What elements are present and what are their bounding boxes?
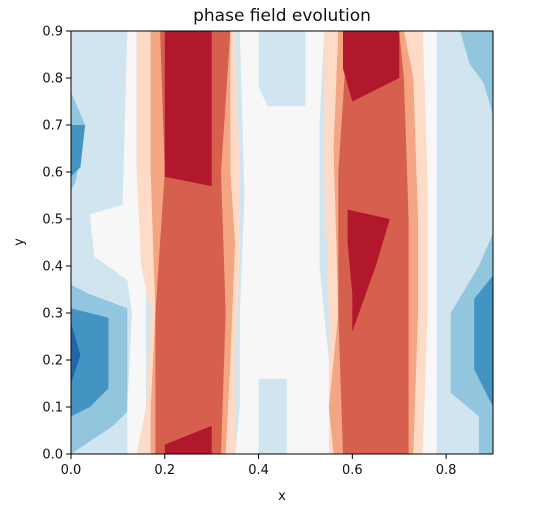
contour-region-5 [71,308,109,417]
x-axis-label: x [278,489,286,504]
x-tick-label: 0.8 [436,463,457,478]
contour-regions [71,31,493,454]
y-tick-label: 0.2 [42,354,63,369]
y-axis-label: y [12,238,27,246]
contour-region-7 [474,275,493,440]
contour-region-21 [164,425,212,454]
y-tick-label: 0.9 [42,25,63,40]
y-tick-label: 0.3 [42,307,63,322]
contour-region-19 [343,31,400,102]
x-tick-label: 0.0 [61,463,82,478]
contour-region-4 [460,31,493,116]
contour-region-6 [71,125,86,177]
plot-frame [70,30,494,455]
y-tick-label: 0.1 [42,401,63,416]
contour-region-18 [164,31,212,187]
y-tick-label: 0.8 [42,72,63,87]
x-axis: 0.0 0.2 0.4 0.6 0.8 [61,454,457,478]
chart-title: phase field evolution [193,6,371,26]
contour-region-20 [347,209,390,332]
contour-region-9 [89,31,146,454]
contour-region-10 [235,31,334,454]
y-axis: 0.0 0.1 0.2 0.3 0.4 0.5 0.6 0.7 0.8 0.9 [42,25,71,463]
x-tick-label: 0.6 [342,463,363,478]
y-tick-label: 0.5 [42,213,63,228]
y-tick-label: 0.0 [42,448,63,463]
contour-region-8 [71,322,81,384]
contour-region-3 [450,233,493,454]
y-tick-label: 0.6 [42,166,63,181]
y-tick-label: 0.4 [42,260,63,275]
x-tick-label: 0.4 [248,463,269,478]
x-tick-label: 0.2 [154,463,175,478]
y-tick-label: 0.7 [42,119,63,134]
